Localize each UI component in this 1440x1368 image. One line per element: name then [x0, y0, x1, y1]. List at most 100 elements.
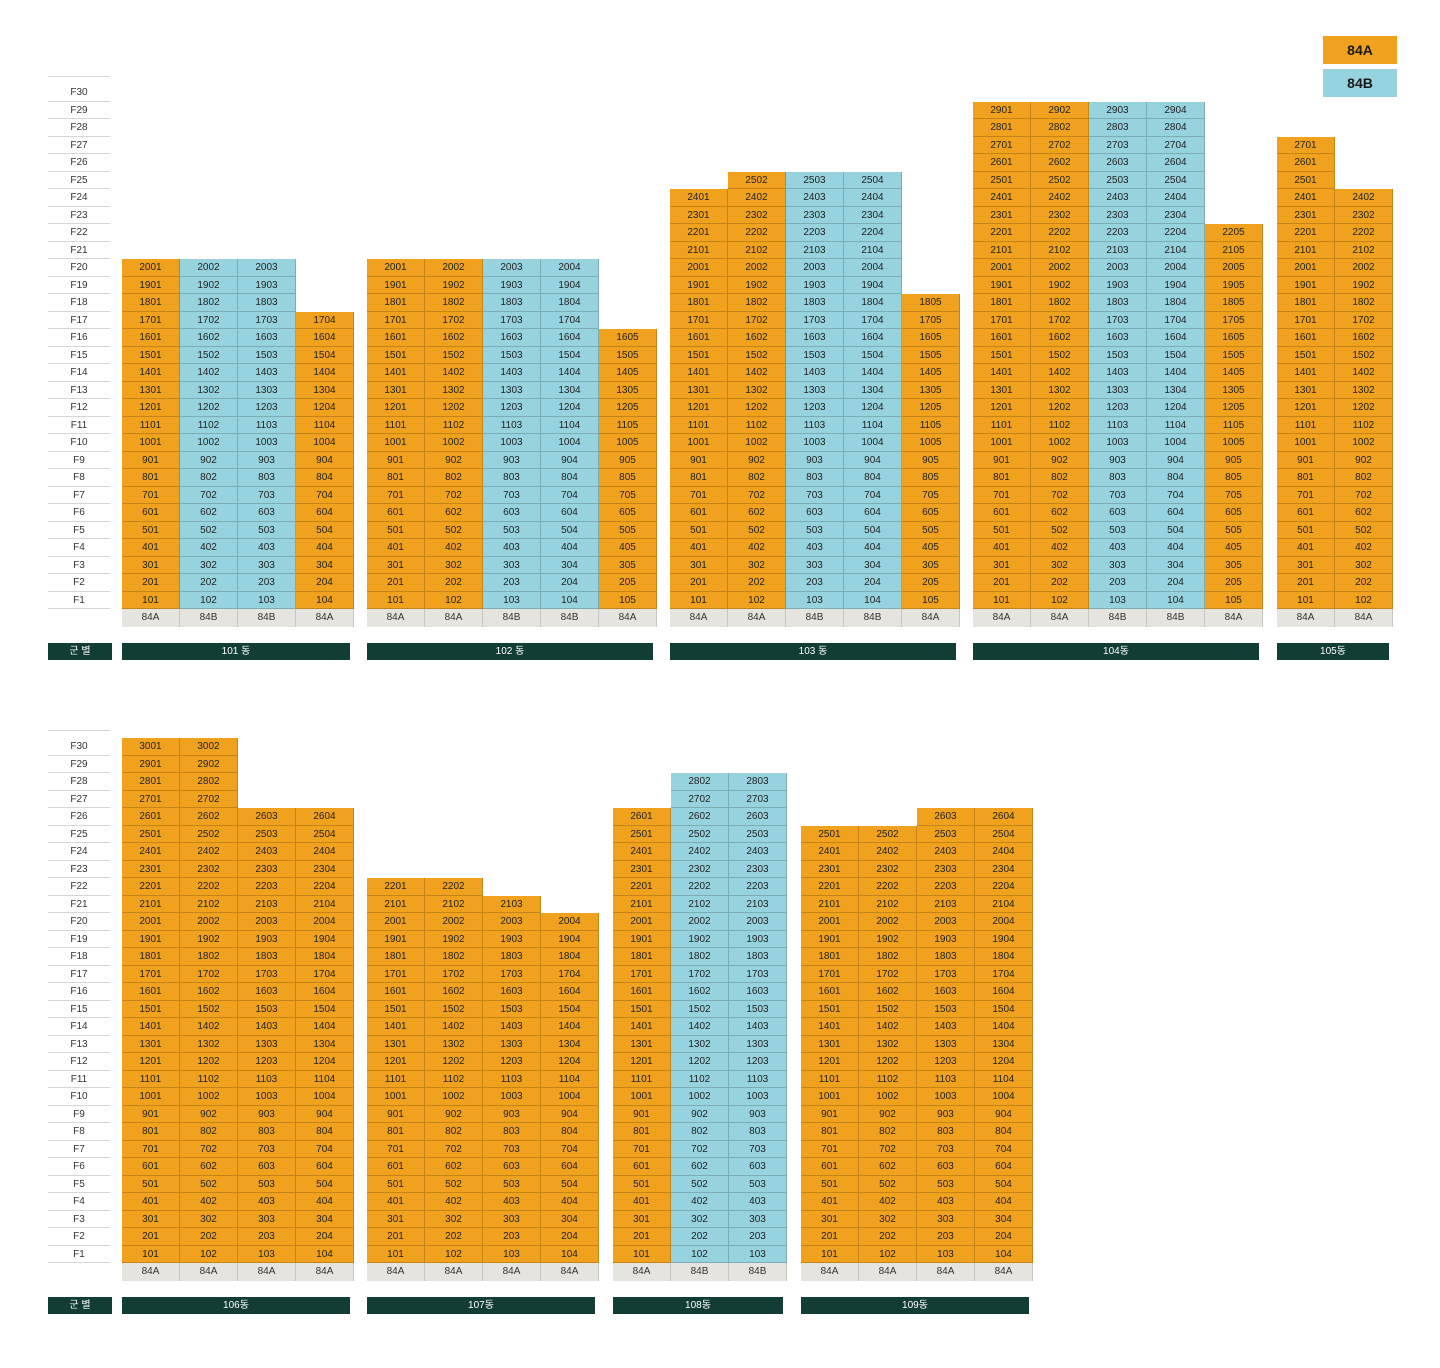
unit-cell: 2302 [180, 860, 238, 878]
unit-cell: 1602 [180, 983, 238, 1001]
unit-cell: 1202 [425, 1053, 483, 1071]
unit-cell: 301 [122, 556, 180, 574]
unit-cell: 2802 [1031, 119, 1089, 137]
unit-cell: 1704 [975, 965, 1033, 983]
unit-cell: 801 [670, 469, 728, 487]
unit-cell: 902 [728, 451, 786, 469]
unit-cell: 1701 [367, 965, 425, 983]
floor-label: F30 [48, 738, 110, 756]
unit-type-cell: 84A [367, 609, 425, 627]
floor-label: F28 [48, 773, 110, 791]
floor-label: F25 [48, 172, 110, 189]
unit-cell: 701 [367, 1140, 425, 1158]
unit-cell: 104 [541, 1245, 599, 1263]
unit-cell: 401 [801, 1193, 859, 1211]
floor-label: F16 [48, 329, 110, 347]
unit-type-cell: 84A [122, 609, 180, 627]
unit-cell: 1404 [844, 364, 902, 382]
unit-cell: 2104 [296, 895, 354, 913]
unit-cell: 1402 [671, 1018, 729, 1036]
floor-label: F14 [48, 1018, 110, 1036]
unit-cell: 305 [902, 556, 960, 574]
unit-cell: 1904 [844, 276, 902, 294]
unit-cell: 2001 [367, 913, 425, 931]
floor-label: F9 [48, 452, 110, 469]
unit-cell: 2102 [859, 895, 917, 913]
unit-cell: 205 [599, 574, 657, 592]
unit-cell: 202 [1031, 574, 1089, 592]
unit-cell: 1402 [425, 1018, 483, 1036]
unit-cell: 1303 [729, 1035, 787, 1053]
unit-cell: 704 [975, 1140, 1033, 1158]
unit-cell: 1504 [296, 1000, 354, 1018]
unit-cell: 1102 [728, 416, 786, 434]
unit-cell: 2603 [1089, 154, 1147, 172]
unit-cell: 802 [180, 469, 238, 487]
unit-cell: 1404 [541, 1018, 599, 1036]
unit-cell: 604 [541, 1158, 599, 1176]
unit-type-cell: 84A [801, 1263, 859, 1281]
unit-cell: 505 [599, 521, 657, 539]
unit-cell: 1405 [902, 364, 960, 382]
group-label-bar: 군 별 [48, 1297, 112, 1314]
unit-cell: 802 [425, 1123, 483, 1141]
unit-cell: 2401 [801, 843, 859, 861]
unit-cell: 2101 [670, 241, 728, 259]
unit-cell: 2103 [238, 895, 296, 913]
unit-cell: 2004 [844, 259, 902, 277]
unit-cell: 1104 [541, 1070, 599, 1088]
floor-label-top-rule [48, 76, 110, 77]
unit-cell: 303 [483, 1210, 541, 1228]
unit-cell: 2004 [1147, 259, 1205, 277]
unit-cell: 904 [844, 451, 902, 469]
unit-cell: 1601 [973, 329, 1031, 347]
unit-cell: 3001 [122, 738, 180, 756]
unit-cell: 602 [425, 1158, 483, 1176]
unit-cell: 1004 [1147, 434, 1205, 452]
unit-cell: 2103 [917, 895, 975, 913]
unit-cell: 3002 [180, 738, 238, 756]
unit-cell: 102 [180, 1245, 238, 1263]
unit-cell: 2001 [973, 259, 1031, 277]
unit-cell: 1602 [1031, 329, 1089, 347]
unit-cell: 302 [425, 1210, 483, 1228]
unit-cell: 2904 [1147, 101, 1205, 119]
unit-cell: 1502 [1031, 346, 1089, 364]
unit-cell: 1103 [238, 416, 296, 434]
unit-cell: 1103 [729, 1070, 787, 1088]
unit-cell: 901 [1277, 451, 1335, 469]
unit-cell: 1104 [1147, 416, 1205, 434]
building-label-bar: 107동 [367, 1297, 595, 1314]
unit-cell: 403 [238, 539, 296, 557]
floor-label: F7 [48, 1141, 110, 1158]
unit-cell: 1601 [613, 983, 671, 1001]
unit-cell: 803 [1089, 469, 1147, 487]
unit-cell: 1403 [483, 1018, 541, 1036]
unit-cell: 901 [613, 1105, 671, 1123]
unit-cell: 303 [238, 1210, 296, 1228]
unit-cell: 1203 [1089, 399, 1147, 417]
unit-cell: 1803 [483, 294, 541, 312]
unit-cell: 1204 [844, 399, 902, 417]
unit-cell: 1402 [1335, 364, 1393, 382]
unit-cell: 1702 [180, 311, 238, 329]
unit-cell: 1903 [1089, 276, 1147, 294]
unit-cell: 1303 [786, 381, 844, 399]
unit-cell: 203 [483, 1228, 541, 1246]
unit-cell: 1404 [296, 364, 354, 382]
floor-label: F26 [48, 154, 110, 172]
unit-cell: 1901 [613, 930, 671, 948]
unit-cell: 1903 [238, 276, 296, 294]
floor-label: F18 [48, 948, 110, 966]
unit-cell: 305 [599, 556, 657, 574]
unit-cell: 602 [671, 1158, 729, 1176]
unit-cell: 1003 [917, 1088, 975, 1106]
unit-cell: 1901 [367, 276, 425, 294]
unit-cell: 804 [296, 1123, 354, 1141]
unit-cell: 1904 [541, 930, 599, 948]
unit-cell: 2601 [122, 808, 180, 826]
unit-cell: 1202 [1031, 399, 1089, 417]
unit-cell: 1903 [917, 930, 975, 948]
unit-cell: 1102 [1335, 416, 1393, 434]
floor-label: F11 [48, 1071, 110, 1088]
